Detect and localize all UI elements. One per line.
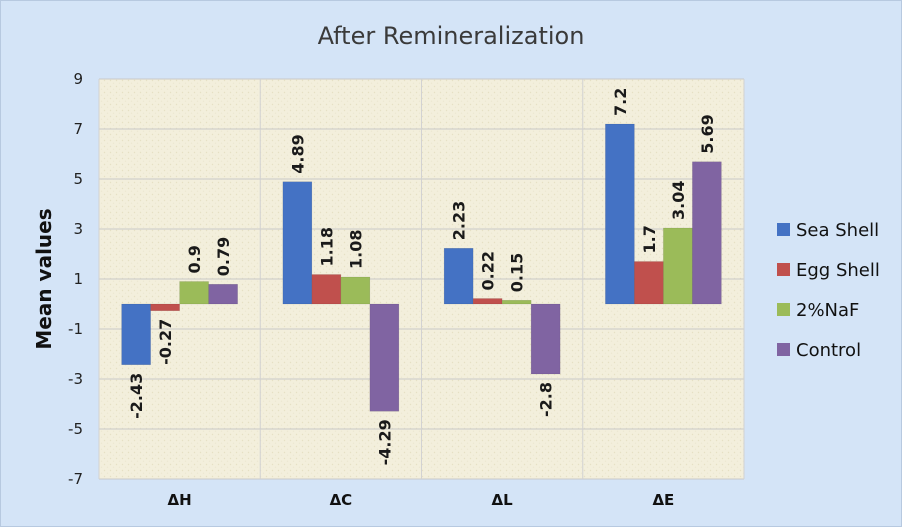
data-label: -2.43	[127, 373, 146, 419]
data-label: 0.22	[479, 251, 498, 290]
y-axis-label: Mean values	[32, 208, 56, 349]
bar-2-naf	[501, 300, 532, 305]
legend-entry: Sea Shell	[796, 220, 879, 241]
y-tick-label: 5	[73, 170, 83, 188]
data-label: 7.2	[611, 88, 630, 116]
chart-title: After Remineralization	[318, 22, 585, 50]
bar-sea-shell	[443, 248, 474, 305]
x-category-label: ΔL	[492, 491, 514, 509]
bar-egg-shell	[472, 298, 503, 305]
y-tick-label: -5	[68, 420, 83, 438]
legend-entry: 2%NaF	[796, 300, 859, 321]
bar-egg-shell	[634, 261, 664, 305]
data-label: -4.29	[375, 419, 394, 465]
data-label: 0.15	[508, 253, 527, 292]
y-tick-label: 7	[73, 120, 83, 138]
data-label: 2.23	[450, 201, 469, 240]
legend-swatch	[777, 223, 790, 236]
bar-egg-shell	[150, 303, 180, 311]
bar-control	[530, 303, 561, 375]
y-tick-label: 3	[73, 220, 83, 238]
data-label: -2.8	[537, 382, 556, 417]
bar-control	[369, 303, 400, 412]
legend-swatch	[777, 263, 790, 276]
data-label: 1.08	[346, 230, 365, 269]
legend-swatch	[777, 303, 790, 316]
y-tick-label: -3	[68, 370, 83, 388]
data-label: -0.27	[156, 319, 175, 365]
legend-swatch	[777, 343, 790, 356]
y-tick-label: -1	[68, 320, 83, 338]
bar-2-naf	[179, 281, 209, 305]
y-tick-label: 9	[73, 70, 83, 88]
legend-entry: Control	[796, 340, 861, 361]
x-category-label: ΔH	[168, 491, 192, 509]
bar-egg-shell	[311, 274, 342, 305]
bar-control	[208, 284, 238, 305]
data-label: 1.7	[640, 225, 659, 253]
bar-control	[692, 161, 722, 305]
y-tick-label: -7	[68, 470, 83, 488]
data-label: 1.18	[317, 227, 336, 266]
data-label: 5.69	[698, 114, 717, 153]
bar-2-naf	[663, 227, 693, 305]
data-label: 0.79	[214, 237, 233, 276]
data-label: 4.89	[288, 134, 307, 173]
bar-sea-shell	[282, 181, 313, 305]
bar-sea-shell	[121, 303, 151, 365]
x-category-label: ΔC	[330, 491, 353, 509]
data-label: 0.9	[185, 245, 204, 273]
legend: Sea Shell Egg Shell 2%NaF Control	[777, 220, 880, 361]
legend-entry: Egg Shell	[796, 260, 880, 281]
bar-2-naf	[340, 276, 371, 305]
bar-sea-shell	[605, 123, 635, 305]
data-label: 3.04	[669, 181, 688, 220]
x-category-label: ΔE	[652, 491, 674, 509]
y-tick-label: 1	[73, 270, 83, 288]
